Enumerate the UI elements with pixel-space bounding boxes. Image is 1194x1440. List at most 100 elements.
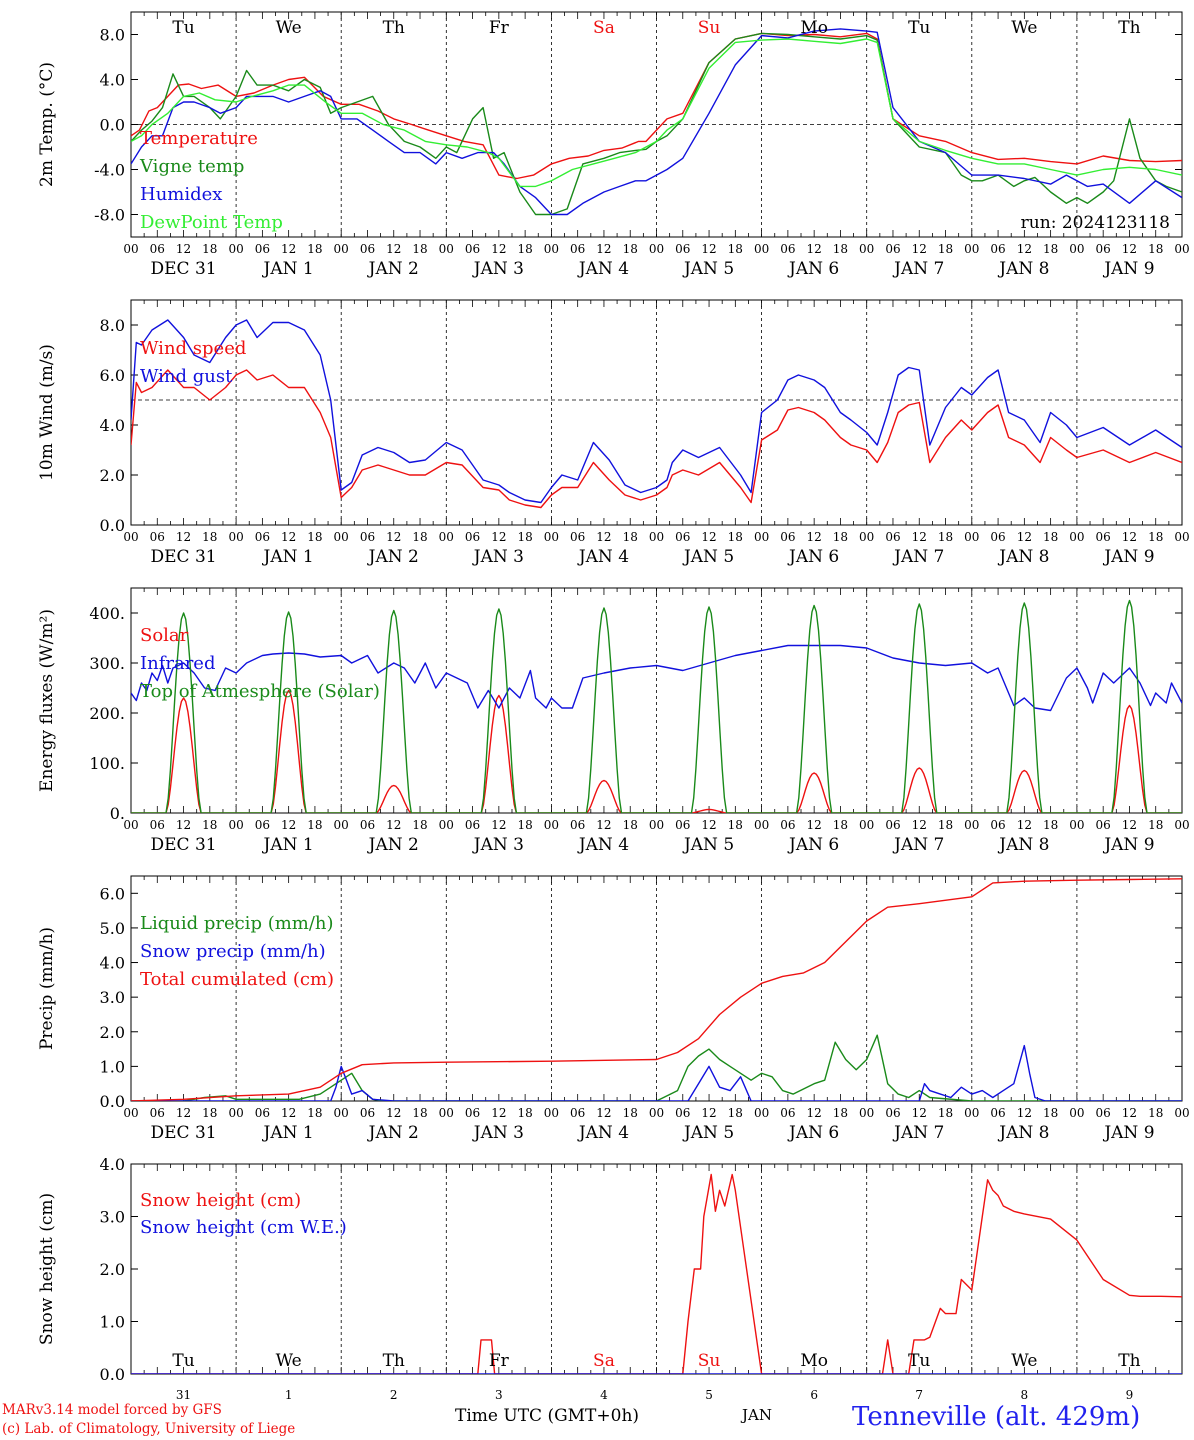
model-line-2: (c) Lab. of Climatology, University of L… xyxy=(2,1421,296,1437)
weekday-label: Tu xyxy=(908,18,930,38)
hour-tick-label: 06 xyxy=(465,818,480,832)
weekday-label: We xyxy=(1011,1351,1037,1371)
hour-tick-label: 06 xyxy=(570,530,585,544)
hour-tick-label: 12 xyxy=(912,1106,927,1120)
date-label: JAN 7 xyxy=(892,547,944,567)
hour-tick-label: 18 xyxy=(307,530,322,544)
hour-tick-label: 12 xyxy=(701,818,716,832)
hour-tick-label: 12 xyxy=(386,818,401,832)
date-label: JAN 8 xyxy=(997,547,1049,567)
day-number-label: 4 xyxy=(600,1388,608,1402)
hour-tick-label: 00 xyxy=(544,242,559,256)
hour-tick-label: 18 xyxy=(307,242,322,256)
hour-tick-label: 12 xyxy=(596,530,611,544)
hour-tick-label: 12 xyxy=(176,818,191,832)
hour-tick-label: 06 xyxy=(675,1106,690,1120)
y-tick-label: 5.0 xyxy=(100,919,125,938)
date-label: JAN 2 xyxy=(367,547,419,567)
hour-tick-label: 06 xyxy=(780,818,795,832)
legend-entry: DewPoint Temp xyxy=(140,212,283,233)
date-label: JAN 7 xyxy=(892,259,944,279)
date-label: DEC 31 xyxy=(151,547,217,567)
y-axis-label: 2m Temp. (°C) xyxy=(37,62,57,187)
y-tick-label: 200. xyxy=(89,704,125,723)
hour-tick-label: 12 xyxy=(1017,818,1032,832)
date-label: JAN 8 xyxy=(997,259,1049,279)
series-group xyxy=(131,599,1182,813)
hour-tick-label: 00 xyxy=(228,818,243,832)
hour-tick-label: 06 xyxy=(570,1106,585,1120)
hour-tick-label: 12 xyxy=(386,242,401,256)
hour-tick-label: 18 xyxy=(1148,530,1163,544)
hour-tick-label: 18 xyxy=(517,818,532,832)
hour-tick-label: 06 xyxy=(465,242,480,256)
y-tick-label: 1.0 xyxy=(100,1057,125,1076)
date-label: JAN 9 xyxy=(1102,1123,1154,1143)
legend-entry: Wind gust xyxy=(140,366,233,387)
hour-tick-label: 18 xyxy=(623,242,638,256)
y-tick-label: 0.0 xyxy=(100,1092,125,1111)
hour-tick-label: 00 xyxy=(123,242,138,256)
series-group xyxy=(131,878,1182,1101)
hour-tick-label: 00 xyxy=(544,530,559,544)
hour-tick-label: 00 xyxy=(1069,242,1084,256)
hour-tick-label: 18 xyxy=(1148,1106,1163,1120)
hour-tick-label: 06 xyxy=(150,1106,165,1120)
day-number-label: 3 xyxy=(495,1388,503,1402)
hour-tick-label: 00 xyxy=(649,530,664,544)
hour-tick-label: 18 xyxy=(1043,242,1058,256)
y-tick-label: 8.0 xyxy=(100,316,125,335)
hour-tick-label: 18 xyxy=(412,818,427,832)
hour-tick-label: 12 xyxy=(807,530,822,544)
hour-tick-label: 18 xyxy=(1043,1106,1058,1120)
weekday-label: We xyxy=(276,1351,302,1371)
date-label: JAN 2 xyxy=(367,835,419,855)
hour-tick-label: 00 xyxy=(964,1106,979,1120)
weekday-label: Th xyxy=(383,18,405,38)
y-tick-label: 1.0 xyxy=(100,1313,125,1332)
weekday-label: Fr xyxy=(489,18,510,38)
hour-tick-label: 18 xyxy=(623,818,638,832)
hour-tick-label: 12 xyxy=(176,530,191,544)
hour-tick-label: 00 xyxy=(859,1106,874,1120)
y-tick-label: 2.0 xyxy=(100,1260,125,1279)
hour-tick-label: 00 xyxy=(1069,818,1084,832)
model-line-1: MARv3.14 model forced by GFS xyxy=(2,1402,222,1418)
hour-tick-label: 12 xyxy=(596,818,611,832)
day-number-label: 9 xyxy=(1126,1388,1134,1402)
hour-tick-label: 12 xyxy=(912,818,927,832)
series-line-1 xyxy=(131,1034,1182,1101)
hour-tick-label: 00 xyxy=(334,1106,349,1120)
hour-tick-label: 00 xyxy=(123,1106,138,1120)
hour-tick-label: 06 xyxy=(1096,818,1111,832)
hour-tick-label: 00 xyxy=(544,818,559,832)
hour-tick-label: 18 xyxy=(202,242,217,256)
hour-tick-label: 06 xyxy=(675,530,690,544)
series-line-1 xyxy=(131,369,1182,509)
hour-tick-label: 18 xyxy=(202,530,217,544)
y-tick-label: 6.0 xyxy=(100,366,125,385)
weekday-label: We xyxy=(276,18,302,38)
hour-tick-label: 12 xyxy=(176,1106,191,1120)
hour-tick-label: 18 xyxy=(623,530,638,544)
hour-tick-label: 12 xyxy=(491,530,506,544)
date-label: DEC 31 xyxy=(151,835,217,855)
legend-entry: Snow precip (mm/h) xyxy=(140,941,326,962)
date-label: JAN 5 xyxy=(682,1123,734,1143)
hour-tick-label: 18 xyxy=(623,1106,638,1120)
hour-tick-label: 00 xyxy=(1069,530,1084,544)
weekday-label: Tu xyxy=(172,1351,194,1371)
day-number-label: 1 xyxy=(285,1388,293,1402)
plot-frame xyxy=(130,299,1183,526)
hour-tick-label: 06 xyxy=(360,242,375,256)
station-name: Tenneville (alt. 429m) xyxy=(852,1402,1141,1432)
hour-tick-label: 00 xyxy=(859,530,874,544)
hour-tick-label: 18 xyxy=(412,242,427,256)
hour-tick-label: 00 xyxy=(964,530,979,544)
series-line-2 xyxy=(131,644,1182,712)
hour-tick-label: 18 xyxy=(517,242,532,256)
month-label: JAN xyxy=(742,1406,772,1424)
date-label: JAN 8 xyxy=(997,835,1049,855)
run-label: run: 2024123118 xyxy=(1021,213,1170,233)
